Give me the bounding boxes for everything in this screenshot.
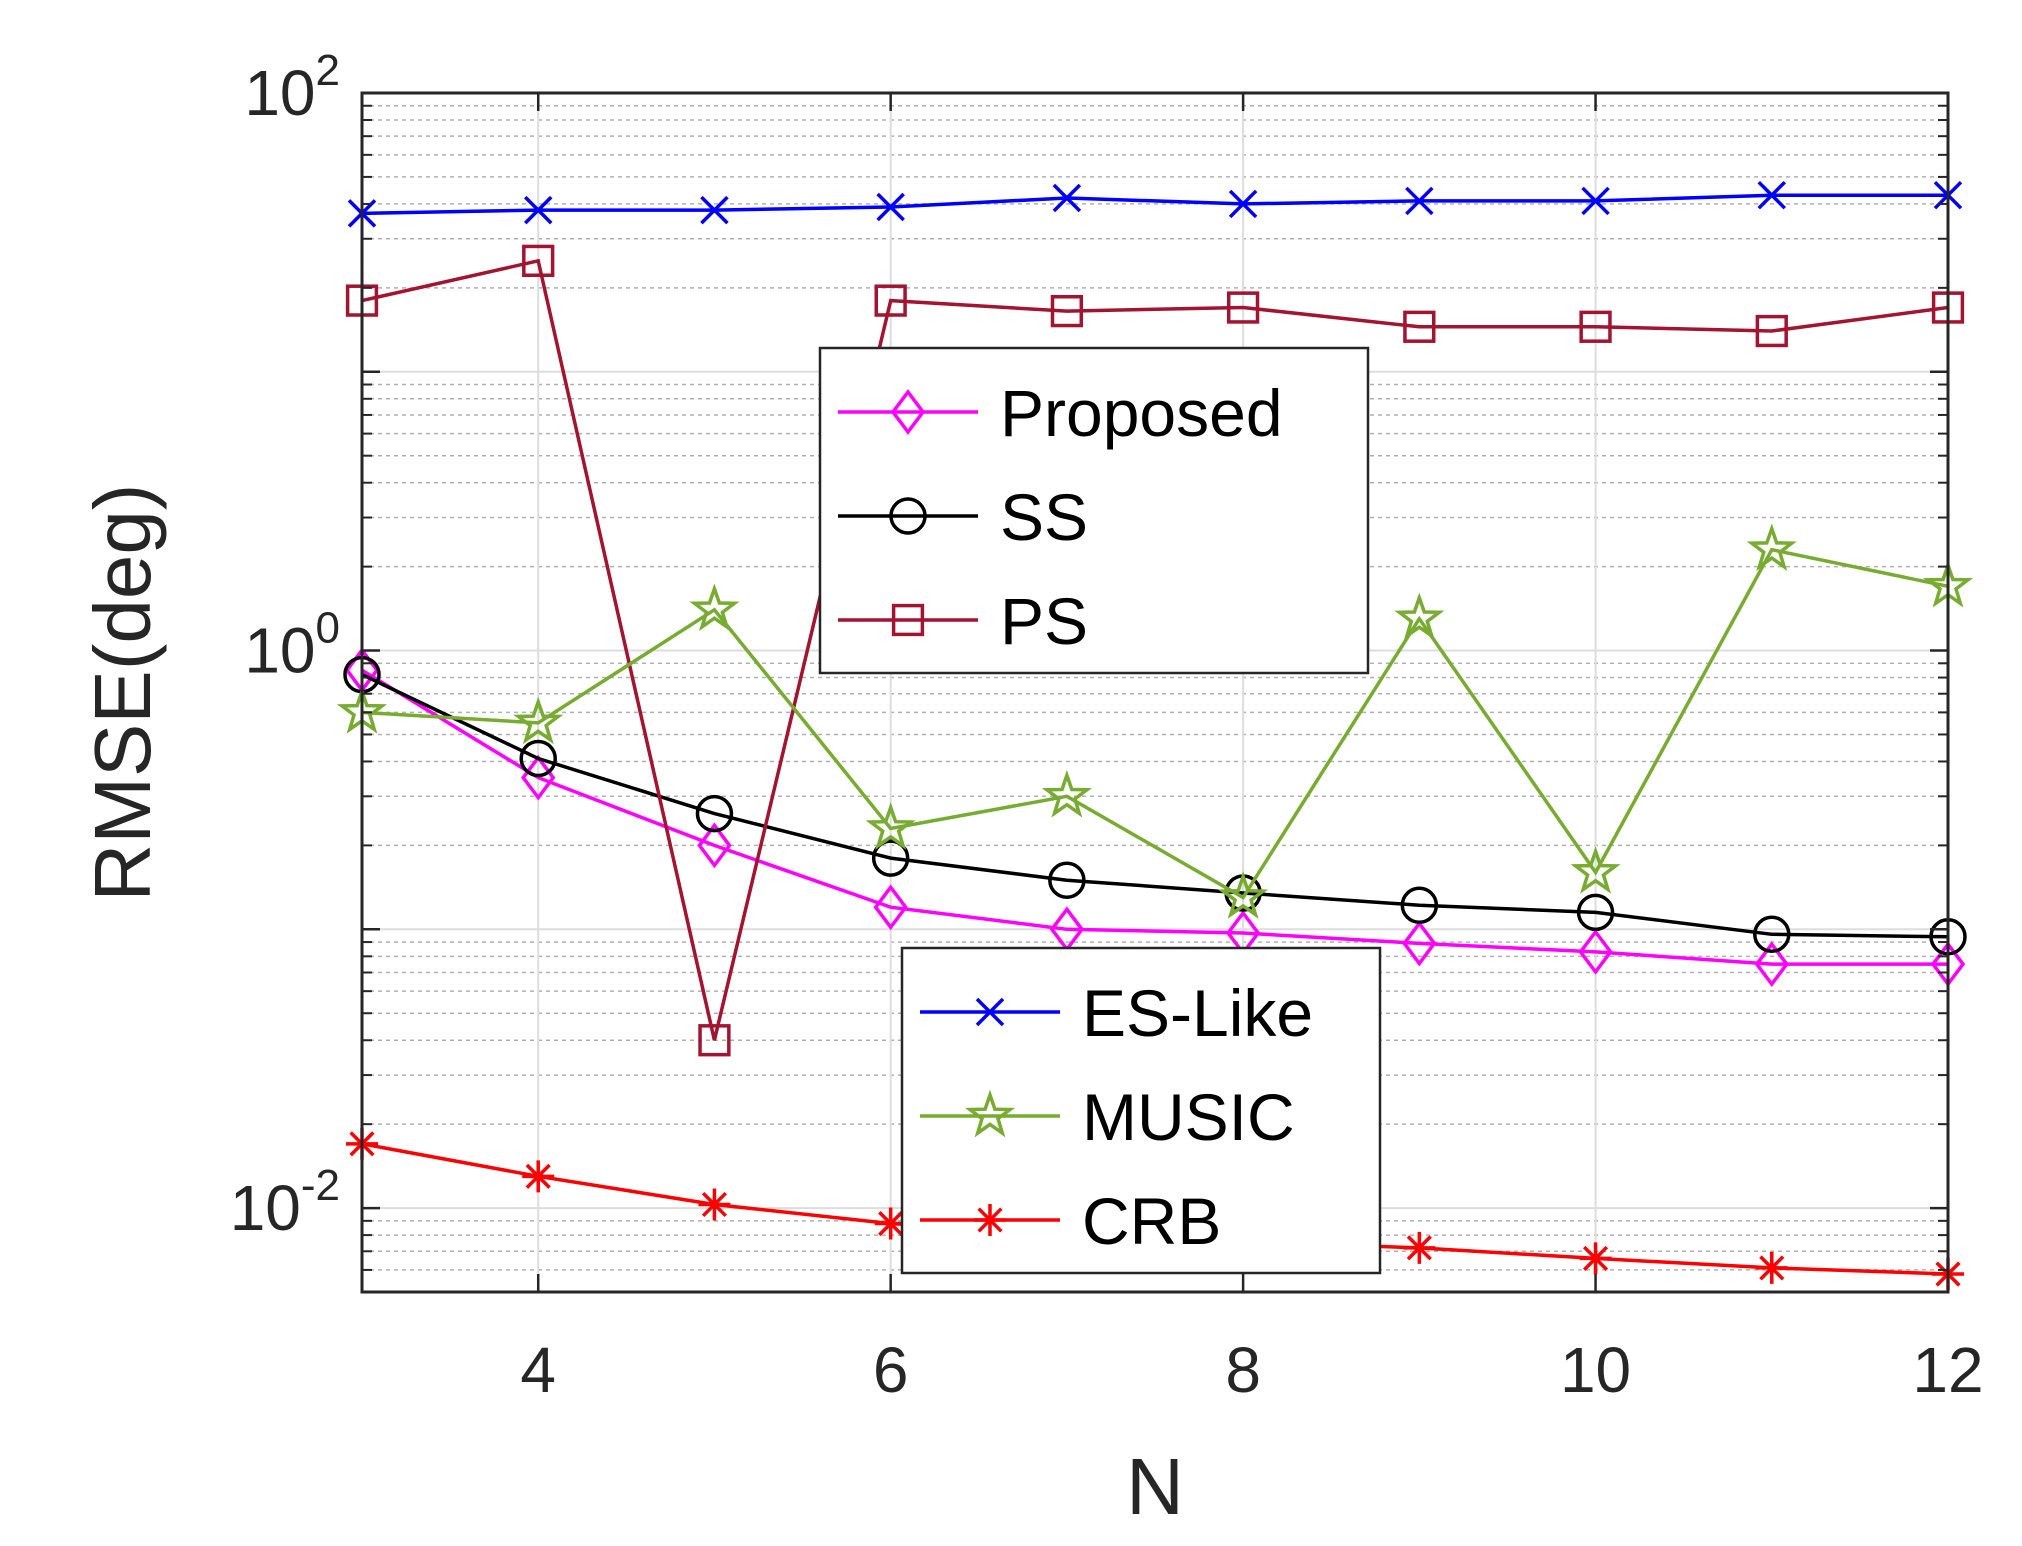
data-point: [865, 802, 916, 850]
data-point: [1048, 861, 1086, 899]
x-tick-label: 4: [520, 1334, 556, 1406]
data-point: [698, 1188, 731, 1221]
y-tick-base: 10: [230, 1172, 301, 1244]
legend-marker: [890, 389, 926, 435]
data-point: [874, 284, 907, 317]
legend-marker: [964, 1089, 1016, 1138]
series-music: [336, 523, 1974, 919]
series-line: [361, 668, 1948, 966]
y-tick-base: 10: [244, 57, 315, 129]
series-es-like: [347, 180, 1963, 228]
data-point: [1753, 915, 1791, 954]
series-line: [361, 547, 1949, 900]
legend-label: CRB: [1082, 1184, 1221, 1258]
y-tick-base: 10: [244, 615, 315, 687]
legend-2: ES-Like MUSIC CRB: [900, 946, 1382, 1275]
data-point: [1746, 523, 1797, 572]
plot-frame: [360, 91, 1950, 1294]
data-point: [1757, 180, 1787, 210]
legend-1: Proposed SS PS: [818, 346, 1370, 675]
y-tick-label: 102: [244, 46, 340, 129]
data-point: [1578, 928, 1613, 975]
data-point: [1405, 186, 1434, 216]
series-proposed: [344, 647, 1966, 988]
y-tick-label: 10-2: [230, 1161, 340, 1244]
data-point: [1402, 920, 1437, 967]
data-point: [874, 1207, 907, 1240]
data-point: [522, 244, 555, 277]
x-tick-label: 12: [1912, 1334, 1983, 1406]
data-point: [1754, 941, 1789, 988]
legend-marker: [974, 1204, 1006, 1236]
legend-marker: [889, 497, 927, 535]
data-point: [522, 1160, 555, 1193]
data-point: [1576, 893, 1615, 932]
x-tick-label: 6: [873, 1334, 909, 1406]
x-tick-label: 10: [1560, 1334, 1631, 1406]
series-ps: [345, 244, 1965, 1057]
legend-label: PS: [1000, 584, 1088, 658]
legends: Proposed SS PS ES-Like MUSIC CRB: [818, 346, 1382, 1275]
data-point: [1400, 886, 1439, 924]
data-point: [698, 1024, 731, 1057]
y-tick-exponent: -2: [301, 1161, 340, 1210]
x-tick-labels: 4 6 8 10 12: [520, 1334, 1983, 1406]
data-point: [1050, 294, 1084, 328]
y-tick-exponent: 2: [316, 46, 340, 95]
data-point: [876, 192, 905, 222]
data-point: [1217, 871, 1269, 919]
data-point: [513, 696, 564, 745]
data-point: [697, 822, 732, 869]
legend-label: Proposed: [1000, 376, 1283, 450]
data-point: [523, 195, 553, 225]
series-line: [361, 673, 1949, 939]
legend-marker: [975, 997, 1005, 1027]
data-point: [1579, 1242, 1612, 1275]
x-axis-title: N: [1126, 1442, 1184, 1531]
data-point: [689, 583, 740, 632]
legend-marker: [891, 603, 925, 637]
data-point: [1755, 314, 1788, 348]
data-point: [1403, 310, 1436, 343]
data-point: [1226, 291, 1260, 324]
data-point: [1052, 183, 1082, 213]
data-point: [519, 739, 557, 778]
x-tick-label: 8: [1225, 1334, 1261, 1406]
data-point: [1228, 189, 1258, 219]
data-point: [871, 839, 910, 877]
legend-label: SS: [1000, 480, 1088, 554]
legend-label: MUSIC: [1082, 1080, 1295, 1154]
tick-marks: [362, 93, 1950, 1292]
data-point: [1570, 846, 1621, 894]
series-line: [361, 258, 1949, 1041]
y-tick-exponent: 0: [316, 604, 340, 653]
data-point: [695, 794, 734, 833]
data-point: [873, 884, 908, 931]
data-point: [1041, 769, 1092, 818]
data-point: [1403, 1231, 1436, 1264]
data-point: [1394, 592, 1445, 641]
data-point: [1755, 1251, 1788, 1284]
data-point: [1581, 186, 1610, 216]
series-line: [361, 193, 1948, 216]
y-axis-title: RMSE(deg): [78, 484, 167, 902]
y-tick-label: 100: [244, 604, 340, 687]
data-point: [1579, 310, 1612, 343]
legend-label: ES-Like: [1082, 976, 1313, 1050]
data-point: [700, 195, 729, 225]
